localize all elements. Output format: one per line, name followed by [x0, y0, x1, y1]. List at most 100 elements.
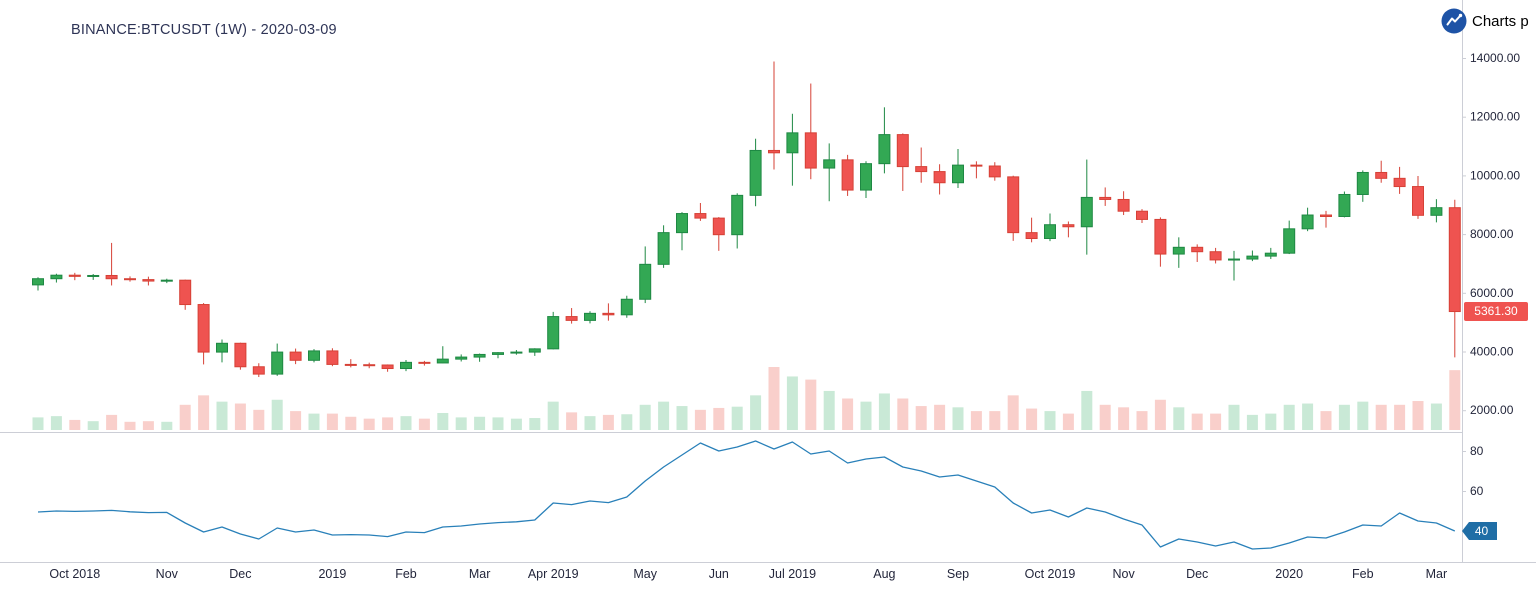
volume-bar — [1210, 413, 1222, 430]
candle-body — [1025, 232, 1038, 240]
candle-body — [1062, 224, 1075, 228]
candle-layer — [32, 61, 1461, 378]
time-axis-label: Nov — [156, 567, 179, 581]
volume-bar — [179, 404, 191, 430]
volume-bar — [510, 418, 522, 430]
volume-bar — [989, 411, 1001, 430]
volume-bar — [529, 418, 541, 430]
time-axis-label: Jul 2019 — [769, 567, 816, 581]
volume-bar — [786, 376, 798, 430]
price-tick-label: 8000.00 — [1470, 227, 1514, 241]
time-axis-label: 2019 — [318, 567, 346, 581]
volume-bar — [345, 416, 357, 430]
volume-layer — [32, 367, 1461, 430]
price-tick-label: 12000.00 — [1470, 110, 1520, 124]
candle-body — [344, 363, 357, 366]
volume-bar — [952, 407, 964, 430]
rsi-tick-label: 60 — [1470, 484, 1484, 498]
volume-bar — [1375, 404, 1387, 430]
volume-bar — [253, 409, 265, 430]
volume-bar — [750, 395, 762, 430]
volume-bar — [694, 409, 706, 430]
volume-bar — [1007, 395, 1019, 430]
time-axis-label: Dec — [229, 567, 251, 581]
volume-bar — [860, 401, 872, 430]
time-axis-label: May — [633, 567, 657, 581]
candle-body — [565, 316, 578, 321]
time-axis-label: Apr 2019 — [528, 567, 579, 581]
volume-bar — [1118, 407, 1130, 430]
candle-body — [87, 274, 100, 277]
candle-body — [1117, 198, 1130, 212]
price-axis[interactable]: 14000.00 12000.00 10000.00 8000.00 6000.00 40… — [1462, 51, 1520, 417]
volume-bar — [1154, 399, 1166, 430]
volume-bar — [69, 419, 81, 430]
volume-bar — [1320, 411, 1332, 430]
volume-bar — [492, 417, 504, 430]
logo-dot — [1458, 13, 1463, 18]
candle-body — [1246, 255, 1259, 260]
candle-body — [841, 159, 854, 191]
volume-bar — [1357, 401, 1369, 430]
candle-body — [1080, 196, 1093, 228]
volume-bar — [1044, 411, 1056, 430]
volume-bar — [1430, 403, 1442, 430]
volume-bar — [437, 412, 449, 430]
tradingview-logo-icon[interactable] — [1441, 8, 1467, 34]
volume-bar — [676, 406, 688, 430]
candle-body — [952, 164, 964, 184]
price-tick-label: 10000.00 — [1470, 168, 1520, 182]
rsi-line — [37, 440, 1456, 550]
volume-bar — [915, 406, 927, 430]
time-axis[interactable]: Oct 2018 Nov Dec 2019 Feb Mar Apr 2019 May Jun Ju… — [49, 567, 1447, 581]
candle-body — [1283, 228, 1296, 254]
time-axis-label: Nov — [1112, 567, 1135, 581]
candle-body — [528, 348, 541, 353]
candle-body — [676, 213, 688, 234]
volume-bar — [50, 416, 62, 430]
attribution-link[interactable]: Charts p — [1441, 7, 1529, 35]
volume-bar — [198, 395, 210, 430]
candle-body — [234, 342, 247, 368]
candle-body — [381, 364, 394, 370]
price-tick-label: 14000.00 — [1470, 51, 1520, 65]
candle-body — [197, 304, 210, 353]
volume-bar — [1265, 413, 1277, 430]
volume-bar — [290, 411, 302, 430]
rsi-value-label: 40 — [1462, 522, 1497, 540]
candle-body — [1044, 224, 1056, 240]
volume-bar — [621, 414, 633, 430]
volume-bar — [1026, 408, 1038, 430]
time-axis-label: Feb — [395, 567, 417, 581]
candle-body — [804, 132, 817, 169]
candle-body — [1228, 258, 1240, 261]
time-axis-label: 2020 — [1275, 567, 1303, 581]
volume-bar — [584, 416, 596, 430]
volume-bar — [1228, 404, 1240, 430]
candle-body — [436, 358, 449, 364]
time-axis-label: Feb — [1352, 567, 1374, 581]
volume-bar — [271, 399, 283, 430]
volume-bar — [382, 417, 394, 430]
candle-body — [1209, 251, 1222, 261]
candle-body — [896, 134, 909, 168]
candle-body — [1099, 196, 1112, 200]
volume-bar — [308, 413, 320, 430]
candle-body — [988, 165, 1001, 178]
candle-body — [124, 278, 136, 281]
volume-bar — [658, 401, 670, 430]
candle-body — [50, 274, 63, 280]
volume-bar — [934, 404, 946, 430]
candle-body — [271, 351, 284, 375]
volume-bar — [823, 390, 835, 430]
volume-bar — [639, 404, 651, 430]
rsi-axis[interactable]: 80 60 — [1462, 444, 1484, 498]
axes-layer — [0, 0, 1536, 563]
candle-body — [363, 364, 376, 367]
candle-body — [216, 342, 228, 353]
time-axis-label: Jun — [709, 567, 729, 581]
candle-body — [786, 132, 799, 154]
candle-body — [547, 316, 560, 350]
